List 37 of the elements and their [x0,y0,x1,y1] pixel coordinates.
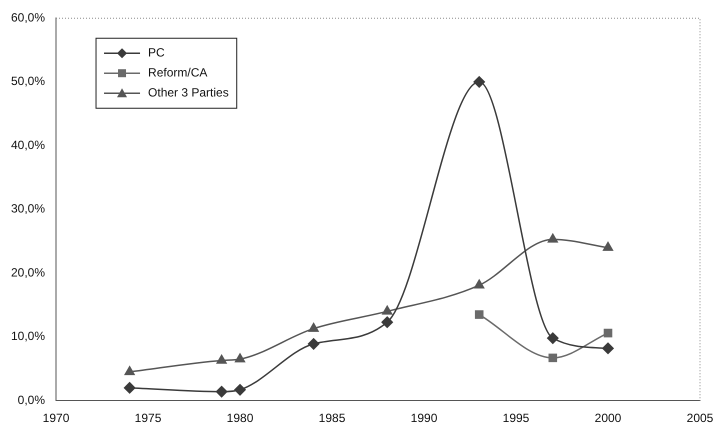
point [382,306,392,315]
legend-label: Reform/CA [148,66,208,80]
point [602,242,614,251]
point [216,354,227,364]
point [216,386,228,398]
point [473,76,485,88]
point [308,338,320,350]
point [547,332,559,344]
x-tick-label: 1980 [226,411,254,426]
point [474,279,484,288]
x-tick-label: 1985 [318,411,346,426]
x-tick-label: 1990 [410,411,438,426]
y-tick-label: 20,0% [10,265,46,280]
x-tick-label: 2005 [686,411,714,426]
x-tick-label: 1970 [42,411,70,426]
point [234,353,246,362]
point [381,316,393,328]
legend-label: Other 3 Parties [148,86,229,100]
point [604,328,612,338]
x-tick-label: 1975 [134,411,162,426]
y-tick-label: 50,0% [10,74,46,88]
point [602,342,614,354]
legend-label: PC [148,46,166,60]
point [124,366,135,376]
y-tick-label: 60,0% [10,10,46,25]
point [124,382,136,394]
point [548,234,558,243]
y-tick-label: 30,0% [10,202,46,216]
y-tick-label: 40,0% [10,138,46,152]
y-tick-label: 10,0% [10,329,46,344]
y-tick-label: 0,0% [18,392,46,407]
x-tick-label: 2000 [594,411,622,426]
point [548,354,558,362]
point [308,322,319,332]
point [234,384,246,396]
point [474,310,484,319]
x-tick-label: 1995 [502,411,530,426]
